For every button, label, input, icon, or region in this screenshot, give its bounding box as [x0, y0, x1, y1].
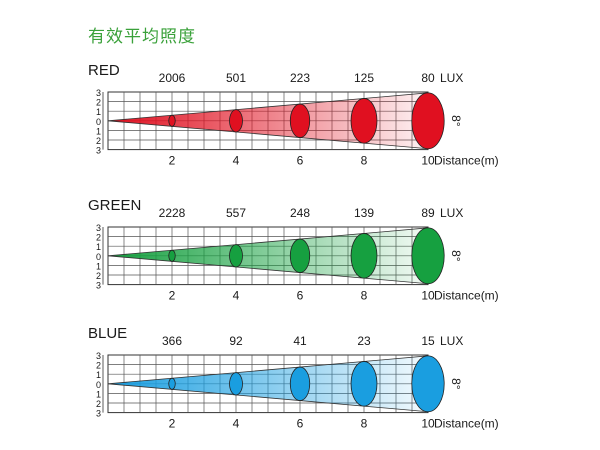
distance-tick: 4 — [233, 417, 240, 431]
lux-value: 15 — [421, 334, 435, 348]
beam-angle-label: 8° — [449, 250, 463, 262]
distance-tick: 4 — [233, 289, 240, 303]
unit-label: LUX — [440, 71, 463, 85]
lux-value: 2228 — [159, 206, 186, 220]
lux-value: 92 — [229, 334, 243, 348]
x-axis-label: Distance(m) — [434, 289, 499, 303]
y-tick-label: 2 — [96, 399, 101, 409]
chart-green: GREEN3210123222825574248613988910LUXDist… — [88, 197, 499, 303]
chart-blue: BLUE321012336629244162381510LUXDistance(… — [88, 325, 499, 431]
y-tick-label: 0 — [96, 380, 101, 390]
y-tick-label: 3 — [96, 409, 101, 419]
y-tick-label: 3 — [96, 351, 101, 361]
spot-ellipse — [289, 103, 311, 138]
lux-value: 223 — [290, 71, 310, 85]
y-tick-label: 0 — [96, 252, 101, 262]
y-tick-label: 2 — [96, 271, 101, 281]
lux-value: 41 — [293, 334, 307, 348]
unit-label: LUX — [440, 334, 463, 348]
x-axis-label: Distance(m) — [434, 154, 499, 168]
y-tick-label: 2 — [96, 136, 101, 146]
x-axis-label: Distance(m) — [434, 417, 499, 431]
spot-ellipse — [168, 377, 176, 390]
lux-value: 2006 — [159, 71, 186, 85]
distance-tick: 6 — [297, 154, 304, 168]
y-tick-label: 3 — [96, 146, 101, 156]
lux-value: 80 — [421, 71, 435, 85]
y-tick-label: 0 — [96, 117, 101, 127]
lux-value: 89 — [421, 206, 435, 220]
spot-ellipse — [350, 98, 378, 144]
y-tick-label: 3 — [96, 88, 101, 98]
distance-tick: 6 — [297, 417, 304, 431]
y-tick-label: 1 — [96, 242, 101, 252]
distance-tick: 8 — [361, 289, 368, 303]
spot-ellipse — [350, 361, 378, 407]
spot-ellipse — [289, 366, 311, 401]
chart-red: RED3210123200625014223612588010LUXDistan… — [88, 62, 499, 168]
page-title: 有效平均照度 — [88, 27, 196, 47]
spot-ellipse — [411, 227, 445, 285]
series-title: RED — [88, 62, 120, 79]
y-tick-label: 2 — [96, 361, 101, 371]
distance-tick: 2 — [169, 154, 176, 168]
distance-tick: 4 — [233, 154, 240, 168]
y-tick-label: 3 — [96, 281, 101, 291]
y-tick-label: 1 — [96, 370, 101, 380]
spot-ellipse — [229, 372, 243, 396]
beam-angle-label: 8° — [449, 378, 463, 390]
distance-tick: 6 — [297, 289, 304, 303]
y-tick-label: 1 — [96, 126, 101, 136]
spot-ellipse — [229, 244, 243, 268]
series-title: GREEN — [88, 197, 141, 214]
lux-value: 501 — [226, 71, 246, 85]
series-title: BLUE — [88, 325, 127, 342]
distance-tick: 2 — [169, 289, 176, 303]
spot-ellipse — [229, 109, 243, 133]
y-tick-label: 3 — [96, 223, 101, 233]
distance-tick: 8 — [361, 154, 368, 168]
y-tick-label: 1 — [96, 107, 101, 117]
lux-value: 248 — [290, 206, 310, 220]
y-tick-label: 2 — [96, 98, 101, 108]
unit-label: LUX — [440, 206, 463, 220]
spot-ellipse — [411, 355, 445, 413]
distance-tick: 2 — [169, 417, 176, 431]
lux-value: 23 — [357, 334, 371, 348]
spot-ellipse — [168, 114, 176, 127]
spot-ellipse — [168, 249, 176, 262]
lux-value: 125 — [354, 71, 374, 85]
lux-value: 557 — [226, 206, 246, 220]
distance-tick: 10 — [421, 417, 435, 431]
spot-ellipse — [411, 92, 445, 150]
lux-value: 139 — [354, 206, 374, 220]
beam-angle-label: 8° — [449, 115, 463, 127]
spot-ellipse — [350, 233, 378, 279]
distance-tick: 10 — [421, 154, 435, 168]
distance-tick: 10 — [421, 289, 435, 303]
y-tick-label: 1 — [96, 389, 101, 399]
y-tick-label: 1 — [96, 261, 101, 271]
spot-ellipse — [289, 238, 311, 273]
distance-tick: 8 — [361, 417, 368, 431]
y-tick-label: 2 — [96, 233, 101, 243]
lux-value: 366 — [162, 334, 182, 348]
